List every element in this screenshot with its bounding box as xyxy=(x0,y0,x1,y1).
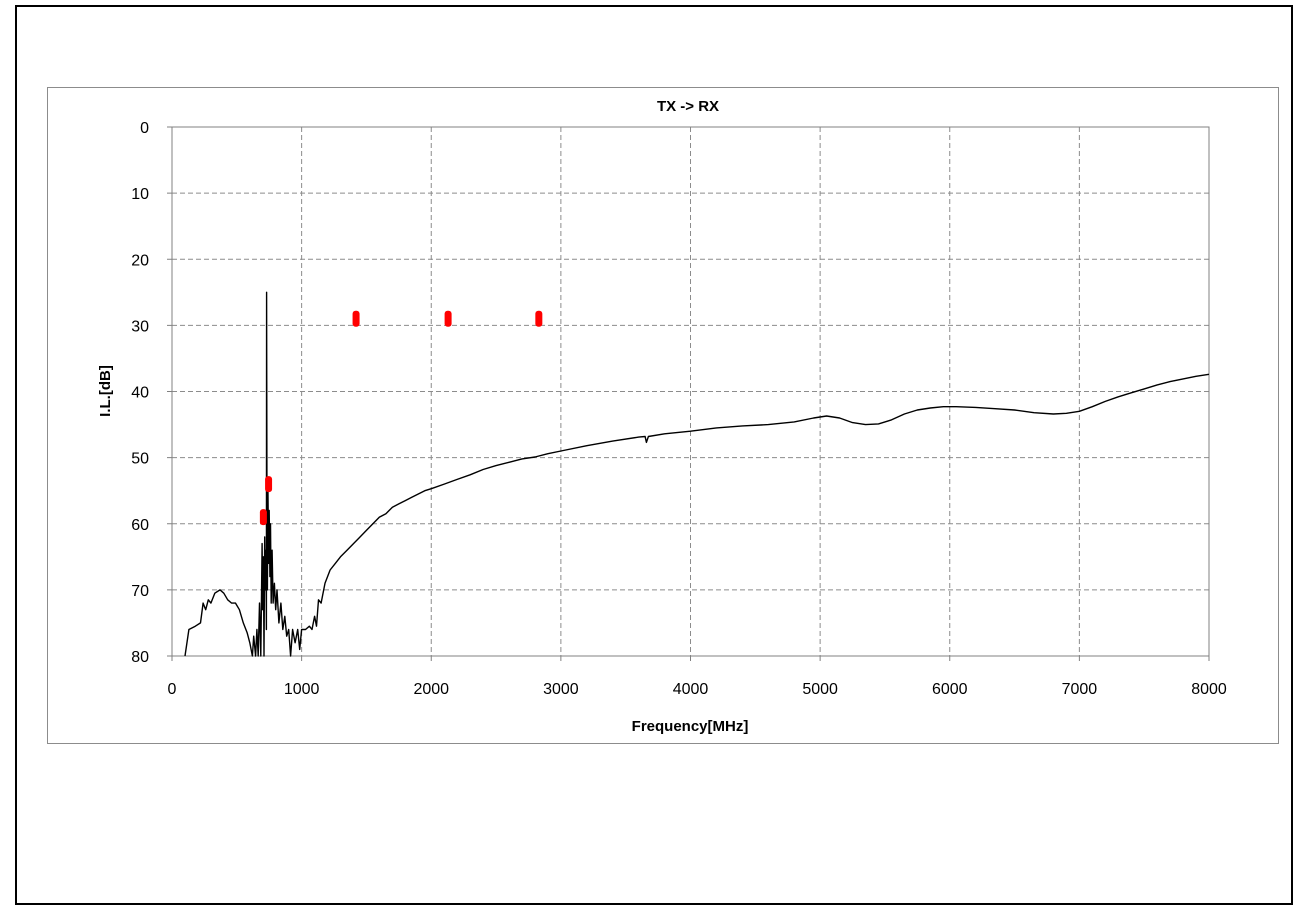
chart-area xyxy=(47,87,1279,744)
x-tick-labels: 0 1000 2000 3000 4000 5000 6000 7000 8000 xyxy=(168,656,1227,698)
y-tick-label: 60 xyxy=(131,517,149,534)
series-layer xyxy=(184,291,1210,657)
spec-marker xyxy=(444,310,452,327)
x-tick-label: 6000 xyxy=(932,681,968,698)
x-tick-label: 4000 xyxy=(673,681,709,698)
y-tick-label: 30 xyxy=(131,318,149,335)
x-tick-label: 7000 xyxy=(1062,681,1098,698)
x-tick-label: 5000 xyxy=(802,681,838,698)
x-tick-label: 3000 xyxy=(543,681,579,698)
spec-marker xyxy=(265,476,273,493)
y-tick-label: 0 xyxy=(140,120,149,137)
spec-marker xyxy=(535,310,543,327)
grid xyxy=(172,127,1209,656)
y-tick-label: 80 xyxy=(131,649,149,666)
y-tick-labels: 0 10 20 30 40 50 60 70 80 xyxy=(131,120,172,666)
x-tick-label: 2000 xyxy=(413,681,449,698)
x-tick-label: 1000 xyxy=(284,681,320,698)
y-tick-label: 10 xyxy=(131,186,149,203)
series-line xyxy=(184,291,1210,657)
y-axis-label: I.L.[dB] xyxy=(97,365,114,417)
y-tick-label: 50 xyxy=(131,451,149,468)
chart-title: TX -> RX xyxy=(657,98,719,115)
x-axis-label: Frequency[MHz] xyxy=(632,718,749,735)
y-tick-label: 70 xyxy=(131,583,149,600)
x-tick-label: 8000 xyxy=(1191,681,1227,698)
x-tick-label: 0 xyxy=(168,681,177,698)
spec-marker xyxy=(352,310,360,327)
y-tick-label: 40 xyxy=(131,385,149,402)
spec-marker xyxy=(259,509,267,526)
y-tick-label: 20 xyxy=(131,252,149,269)
chart-svg: TX -> RX 0 10 20 30 40 50 60 70 80 0 1000 2000 3000… xyxy=(97,98,1227,735)
